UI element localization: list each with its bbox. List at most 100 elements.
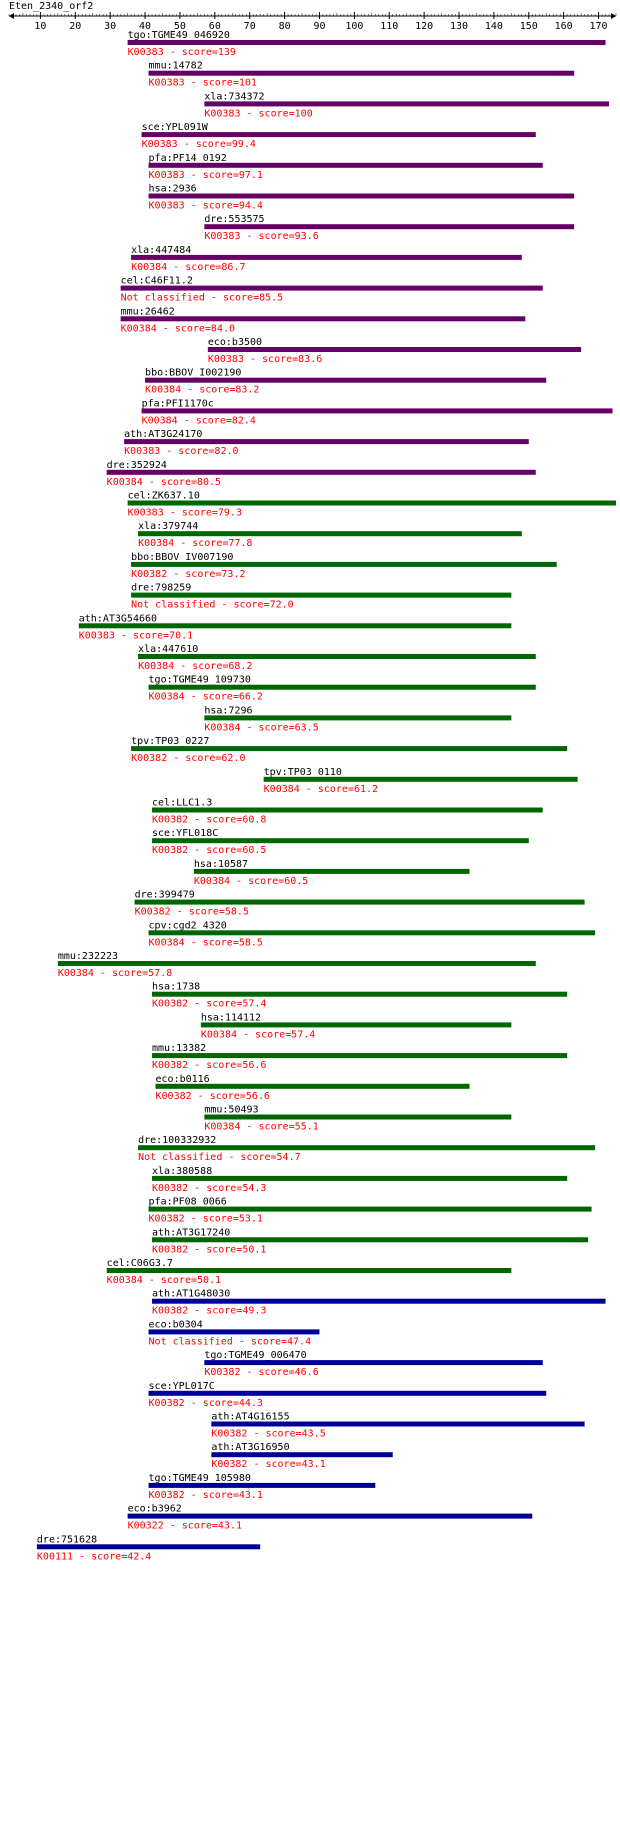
hit-bar[interactable] [120, 285, 543, 291]
hit-detail[interactable]: K00384 - score=84.0 [121, 323, 235, 334]
hit-detail[interactable]: K00382 - score=60.8 [152, 815, 266, 826]
hit-bar[interactable] [57, 961, 536, 966]
hit-bar[interactable] [204, 224, 575, 230]
hit-detail[interactable]: K00382 - score=44.3 [149, 1398, 263, 1409]
hit-detail[interactable]: K00384 - score=55.1 [204, 1122, 318, 1133]
hit-detail[interactable]: K00384 - score=60.5 [194, 876, 308, 887]
hit-row[interactable]: tgo:TGME49_046920 K00383 - score=139 [127, 30, 606, 58]
hit-detail[interactable]: K00384 - score=68.2 [138, 661, 252, 672]
hit-detail[interactable]: K00384 - score=83.2 [145, 385, 259, 396]
hit-bar[interactable] [148, 930, 596, 936]
hit-bar[interactable] [200, 1022, 512, 1028]
hit-row[interactable]: sce:YPL017C K00382 - score=44.3 [148, 1381, 547, 1409]
hit-detail[interactable]: K00383 - score=100 [204, 108, 312, 119]
hit-detail[interactable]: K00384 - score=58.5 [149, 937, 263, 948]
hit-row[interactable]: ath:AT3G54660 K00383 - score=70.1 [78, 613, 512, 641]
hit-row[interactable]: cel:C06G3.7 K00384 - score=50.1 [106, 1258, 512, 1286]
hit-detail[interactable]: K00383 - score=83.6 [208, 354, 322, 365]
hit-detail[interactable]: K00382 - score=56.6 [152, 1060, 266, 1071]
hit-detail[interactable]: K00382 - score=53.1 [149, 1214, 263, 1225]
hit-row[interactable]: pfa:PFI1170c K00384 - score=82.4 [141, 398, 613, 426]
hit-bar[interactable] [141, 132, 536, 138]
hit-row[interactable]: cel:LLC1.3 K00382 - score=60.8 [152, 798, 543, 826]
hit-bar[interactable] [211, 1421, 585, 1427]
hit-bar[interactable] [131, 592, 512, 598]
hit-row[interactable]: hsa:10587 K00384 - score=60.5 [193, 859, 470, 887]
hit-row[interactable]: xla:447484 K00384 - score=86.7 [131, 245, 522, 273]
hit-row[interactable]: ath:AT3G16950 K00382 - score=43.1 [211, 1442, 393, 1470]
hit-bar[interactable] [211, 1452, 393, 1458]
hit-row[interactable]: dre:352924 K00384 - score=80.5 [106, 460, 536, 488]
hit-bar[interactable] [148, 70, 575, 76]
hit-bar[interactable] [152, 1298, 606, 1304]
hit-detail[interactable]: K00383 - score=93.6 [204, 231, 318, 242]
hit-detail[interactable]: K00382 - score=73.2 [131, 569, 245, 580]
hit-detail[interactable]: K00382 - score=58.5 [135, 907, 249, 918]
hit-row[interactable]: pfa:PF08_0066 K00382 - score=53.1 [148, 1197, 592, 1225]
hit-row[interactable]: bbo:BBOV_IV007190 K00382 - score=73.2 [131, 552, 557, 580]
hit-row[interactable]: ath:AT3G24170 K00383 - score=82.0 [124, 429, 529, 457]
hit-row[interactable]: bbo:BBOV_I002190 K00384 - score=83.2 [145, 368, 547, 396]
hit-bar[interactable] [131, 746, 568, 752]
hit-bar[interactable] [138, 654, 536, 659]
hit-detail[interactable]: Not classified - score=47.4 [149, 1336, 312, 1347]
hit-row[interactable]: tgo:TGME49_105980 K00382 - score=43.1 [148, 1473, 376, 1501]
hit-bar[interactable] [127, 1513, 533, 1519]
hit-row[interactable]: cpv:cgd2_4320 K00384 - score=58.5 [148, 920, 596, 948]
hit-detail[interactable]: K00384 - score=66.2 [149, 692, 263, 703]
hit-bar[interactable] [152, 838, 529, 844]
hit-bar[interactable] [263, 776, 578, 782]
hit-row[interactable]: ath:AT4G16155 K00382 - score=43.5 [211, 1412, 585, 1440]
hit-row[interactable]: eco:b0304 Not classified - score=47.4 [148, 1319, 320, 1347]
hit-bar[interactable] [148, 1329, 320, 1335]
hit-bar[interactable] [152, 1053, 568, 1059]
hit-row[interactable]: xla:447610 K00384 - score=68.2 [138, 644, 536, 672]
hit-row[interactable]: tpv:TP03_0227 K00382 - score=62.0 [131, 736, 568, 764]
hit-bar[interactable] [204, 715, 512, 721]
hit-bar[interactable] [152, 807, 543, 813]
hit-bar[interactable] [138, 531, 522, 537]
hit-detail[interactable]: K00383 - score=79.3 [128, 508, 242, 519]
hit-bar[interactable] [193, 868, 470, 874]
hit-detail[interactable]: K00383 - score=101 [149, 78, 257, 89]
hit-detail[interactable]: K00382 - score=49.3 [152, 1306, 266, 1317]
hit-detail[interactable]: K00382 - score=46.6 [204, 1367, 318, 1378]
hit-detail[interactable]: K00384 - score=50.1 [107, 1275, 221, 1286]
hit-row[interactable]: ath:AT1G48030 K00382 - score=49.3 [152, 1289, 606, 1317]
hit-bar[interactable] [148, 162, 543, 168]
hit-detail[interactable]: K00382 - score=62.0 [131, 753, 245, 764]
hit-row[interactable]: eco:b3962 K00322 - score=43.1 [127, 1504, 533, 1532]
hit-detail[interactable]: K00382 - score=54.3 [152, 1183, 266, 1194]
hit-bar[interactable] [152, 1237, 589, 1243]
hit-bar[interactable] [120, 316, 526, 322]
hit-row[interactable]: xla:734372 K00383 - score=100 [204, 91, 610, 119]
hit-row[interactable]: pfa:PF14_0192 K00383 - score=97.1 [148, 153, 543, 181]
hit-row[interactable]: sce:YFL018C K00382 - score=60.5 [152, 828, 529, 856]
hit-detail[interactable]: Not classified - score=72.0 [131, 600, 294, 611]
hit-row[interactable]: dre:798259 Not classified - score=72.0 [131, 583, 512, 611]
hit-row[interactable]: dre:100332932 Not classified - score=54.7 [138, 1135, 596, 1163]
hit-bar[interactable] [204, 1114, 512, 1120]
hit-detail[interactable]: K00383 - score=82.0 [124, 446, 238, 457]
hit-row[interactable]: dre:751628 K00111 - score=42.4 [36, 1534, 261, 1562]
hit-detail[interactable]: K00382 - score=43.1 [149, 1490, 263, 1501]
hit-detail[interactable]: K00384 - score=57.8 [58, 968, 172, 979]
hit-detail[interactable]: K00382 - score=43.5 [211, 1429, 325, 1440]
hit-detail[interactable]: K00383 - score=99.4 [142, 139, 256, 150]
hit-bar[interactable] [148, 684, 536, 690]
hit-detail[interactable]: K00384 - score=63.5 [204, 722, 318, 733]
hit-detail[interactable]: Not classified - score=85.5 [121, 293, 284, 304]
hit-row[interactable]: xla:380588 K00382 - score=54.3 [152, 1166, 568, 1194]
hit-row[interactable]: eco:b0116 K00382 - score=56.6 [155, 1074, 470, 1102]
hit-bar[interactable] [152, 991, 568, 997]
hit-detail[interactable]: K00383 - score=139 [128, 47, 236, 58]
hit-bar[interactable] [148, 1482, 376, 1488]
hit-row[interactable]: hsa:2936 K00383 - score=94.4 [148, 184, 575, 212]
hit-row[interactable]: tpv:TP03_0110 K00384 - score=61.2 [263, 767, 578, 795]
hit-detail[interactable]: K00322 - score=43.1 [128, 1521, 242, 1532]
hit-bar[interactable] [138, 1145, 596, 1151]
hit-row[interactable]: sce:YPL091W K00383 - score=99.4 [141, 122, 536, 150]
hit-bar[interactable] [204, 101, 610, 107]
hit-bar[interactable] [148, 1390, 547, 1396]
hit-row[interactable]: ath:AT3G17240 K00382 - score=50.1 [152, 1227, 589, 1255]
